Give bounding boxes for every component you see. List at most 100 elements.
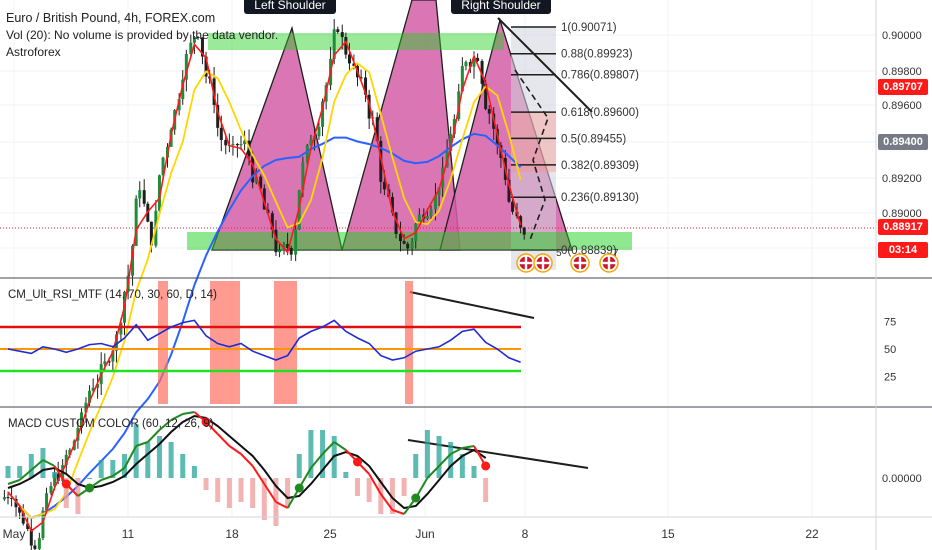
macd-histogram-bar [110, 460, 116, 478]
candle-body [84, 402, 88, 413]
ma-fast-line [7, 40, 522, 533]
macd-line-segment [462, 445, 475, 449]
price-tick: 0.89000 [882, 208, 922, 220]
macd-line-segment [18, 469, 32, 481]
volume-note: Vol (20): No volume is provided by the d… [6, 28, 279, 42]
candle-body [364, 77, 368, 95]
fib-label: 1(0.90071) [561, 22, 617, 34]
macd-line-segment [251, 465, 266, 485]
shoulder-callouts: Left Shoulder Right Shoulder [244, 0, 551, 14]
macd-histogram-bar [215, 478, 221, 502]
candle-body [289, 247, 293, 255]
rsi-tick: 75 [884, 317, 896, 329]
candle-body [26, 523, 30, 529]
candle-body [41, 510, 45, 539]
macd-histogram-bar [226, 478, 232, 508]
fib-label: 0.786(0.89807) [561, 70, 639, 82]
candle-body [243, 140, 247, 145]
price-marker-red: 0.89707 [878, 79, 928, 95]
macd-histogram-bar [355, 478, 360, 496]
overbought-highlight [274, 281, 297, 404]
candle-body [107, 361, 111, 363]
macd-histogram-bar [5, 466, 11, 478]
candle-body [56, 473, 60, 481]
macd-histogram-bar [424, 430, 430, 478]
macd-line-segment [310, 453, 324, 469]
candle-body [394, 212, 398, 234]
macd-histogram-bar [133, 424, 139, 478]
candle-body [278, 250, 282, 253]
fibonacci-labels: 1(0.90071) 0.88(0.89923) 0.786(0.89807) 0.6… [561, 22, 639, 257]
flag-cross-v [578, 256, 582, 270]
price-marker-grey: 0.89400 [878, 134, 928, 150]
rsi-line [7, 319, 521, 363]
time-tick: Jun [415, 527, 434, 541]
candle-body [254, 176, 258, 183]
candle-body [219, 127, 223, 140]
neckline-zone [187, 232, 632, 250]
time-tick: 11 [122, 527, 135, 541]
time-tick: 25 [323, 527, 337, 541]
candle-body [476, 57, 480, 61]
macd-line-segment [426, 465, 440, 479]
macd-line-segment [298, 467, 312, 489]
ma-slow-line [7, 132, 522, 520]
symbol-title[interactable]: Euro / British Pound, 4h, FOREX.com [6, 11, 216, 25]
macd-histogram-bar [98, 460, 104, 478]
macd-line-segment [450, 447, 463, 455]
macd-histogram-bar [203, 478, 209, 490]
macd-line-segment [438, 453, 452, 467]
candle-body [347, 54, 351, 64]
candle-body [437, 187, 441, 196]
macd-line-segment [392, 509, 405, 515]
candle-body [301, 162, 305, 191]
candle-body [111, 350, 115, 362]
macd-histogram-bar [436, 436, 442, 478]
candle-body [103, 361, 107, 365]
candle-body [332, 29, 336, 59]
candle-body [6, 497, 10, 499]
candle-body [80, 412, 83, 429]
candle-body [274, 229, 278, 253]
macd-histogram-bar [28, 454, 34, 478]
fib-label: 0.236(0.89130) [561, 192, 639, 204]
candle-body [21, 512, 25, 524]
macd-line-segment [228, 445, 242, 455]
candle-body [184, 54, 188, 80]
last-price-badge: 0.88917 [878, 219, 928, 235]
candle-body [53, 473, 57, 487]
candle-body [33, 545, 37, 549]
candle-body [286, 244, 290, 248]
macd-histogram-bar [156, 436, 162, 478]
rsi-pane[interactable]: 75 50 25 [0, 281, 896, 404]
macd-histogram-bar [296, 454, 302, 478]
macd-line-segment [147, 429, 161, 443]
candle-body [10, 497, 14, 499]
candle-body [449, 134, 453, 151]
trend-drawings[interactable] [407, 17, 593, 469]
fib-label: 0.382(0.89309) [561, 160, 639, 172]
moving-averages [7, 40, 522, 533]
candle-body [149, 221, 153, 246]
macd-title[interactable]: MACD CUSTOM COLOR (60, 12, 26, 9) [8, 418, 214, 430]
candle-body [410, 241, 414, 249]
macd-line-segment [123, 445, 138, 469]
candle-body [379, 140, 383, 182]
macd-pane[interactable]: 0.00000 [5, 411, 922, 526]
candle-body [317, 126, 321, 137]
candle-body [224, 139, 228, 146]
candle-body [68, 449, 72, 455]
macd-histogram-bar [191, 466, 197, 478]
candle-body [507, 179, 511, 202]
macd-histogram-bar [401, 478, 407, 496]
resistance-zone [208, 33, 504, 50]
support-resistance-zones [0, 33, 876, 250]
candle-body [344, 37, 348, 55]
candle-body [487, 109, 491, 114]
candle-body [157, 175, 161, 211]
macd-line-segment [368, 473, 382, 495]
macd-line-segment [170, 413, 184, 421]
rsi-title[interactable]: CM_Ult_RSI_MTF (14, 70, 30, 60, D, 14) [8, 289, 217, 301]
